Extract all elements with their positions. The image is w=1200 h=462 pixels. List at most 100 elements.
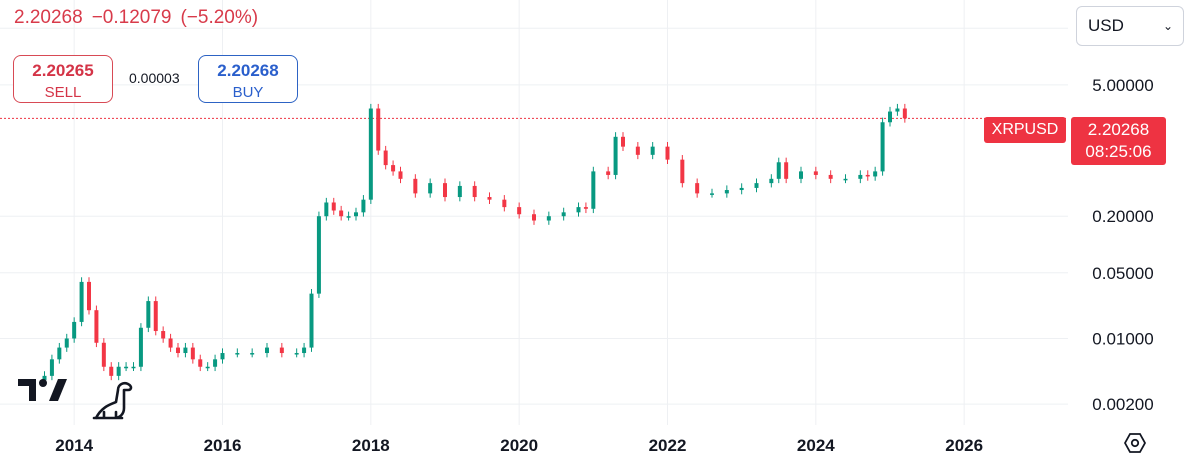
x-tick-label: 2014	[55, 436, 93, 455]
x-tick-label: 2016	[204, 436, 242, 455]
candle-body	[502, 199, 507, 208]
candle-body	[250, 353, 255, 355]
candle-body	[346, 216, 351, 218]
candle-body	[101, 342, 106, 367]
currency-value: USD	[1088, 16, 1124, 35]
candle	[858, 170, 863, 184]
candle-body	[49, 359, 54, 376]
candle	[324, 197, 329, 221]
candle	[517, 202, 522, 219]
symbol-price-tag: XRPUSD	[984, 117, 1066, 143]
candle-body	[265, 347, 269, 354]
candle	[116, 362, 121, 381]
candle	[606, 166, 611, 180]
spread-value: 0.00003	[129, 70, 180, 86]
candle	[739, 183, 744, 195]
candle	[487, 192, 492, 204]
candle	[250, 348, 255, 358]
candle	[368, 103, 373, 204]
candle-body	[302, 347, 307, 354]
buy-button[interactable]: 2.20268 BUY	[198, 55, 298, 103]
candle-body	[42, 375, 47, 381]
candle-body	[650, 146, 655, 155]
candle-body	[665, 146, 670, 160]
candle-body	[613, 136, 618, 175]
candle-body	[769, 178, 774, 184]
candle-body	[331, 202, 336, 211]
candle	[724, 185, 729, 198]
candle-body	[161, 331, 166, 339]
candle	[880, 117, 885, 176]
currency-dropdown[interactable]: USD ⌄	[1076, 6, 1184, 46]
candle	[376, 103, 381, 155]
candle	[443, 178, 447, 202]
candle-body	[57, 347, 62, 360]
candle	[391, 160, 396, 176]
candle	[902, 103, 907, 123]
candle-body	[79, 281, 84, 322]
x-axis: 2014 2016 2018 2020 2022 2024 2026	[55, 436, 983, 455]
candle-body	[368, 108, 373, 200]
y-axis: 20.000005.000000.200000.050000.010000.00…	[1088, 19, 1159, 414]
candle-body	[339, 210, 344, 217]
candle-body	[361, 199, 366, 213]
candle-body	[138, 327, 143, 367]
y-tick-label: 5.00000	[1092, 76, 1153, 95]
sell-button[interactable]: 2.20265 SELL	[13, 55, 113, 103]
candle-body	[183, 347, 188, 354]
candle-body	[880, 122, 885, 172]
tradingview-logo-icon	[18, 379, 67, 401]
candle	[873, 166, 878, 181]
candle-body	[784, 162, 789, 179]
candle	[64, 333, 69, 352]
candle	[583, 202, 588, 214]
candle	[205, 362, 210, 372]
candle-body	[198, 359, 203, 367]
candle	[895, 103, 900, 116]
candle-body	[583, 207, 588, 209]
x-tick-label: 2020	[500, 436, 538, 455]
candle	[302, 342, 307, 358]
candle	[710, 188, 714, 198]
candle-body	[828, 174, 833, 179]
candle	[190, 342, 195, 364]
candle-body	[487, 197, 492, 200]
candle	[695, 178, 700, 198]
candle	[339, 205, 344, 221]
candle-body	[517, 207, 522, 215]
y-tick-label: 0.00200	[1092, 395, 1153, 414]
candle-body	[64, 338, 69, 348]
candle	[650, 142, 655, 160]
y-tick-label: 0.05000	[1092, 264, 1153, 283]
candle-body	[109, 366, 114, 376]
candle	[428, 178, 433, 198]
candle-body	[153, 301, 158, 332]
x-tick-label: 2022	[649, 436, 687, 455]
candle-body	[443, 183, 447, 198]
candle-body	[376, 108, 381, 151]
candle	[398, 166, 403, 184]
candle	[621, 132, 625, 151]
candle	[57, 342, 62, 364]
candle-body	[398, 171, 403, 179]
candle	[161, 326, 166, 343]
y-tick-label: 0.20000	[1092, 207, 1153, 226]
candle	[168, 333, 173, 352]
candle-body	[724, 190, 729, 194]
candle-body	[813, 171, 818, 175]
sell-label: SELL	[44, 84, 82, 101]
price-change-percent: (−5.20%)	[180, 7, 259, 28]
candle	[87, 277, 91, 315]
candle-body	[324, 202, 329, 217]
settings-icon[interactable]	[1124, 432, 1146, 454]
candle	[888, 106, 892, 127]
candle	[843, 174, 848, 184]
candle-body	[205, 366, 210, 369]
candle-body	[176, 347, 180, 354]
x-tick-label: 2026	[945, 436, 983, 455]
candle	[79, 277, 84, 327]
candle-body	[606, 171, 611, 175]
candle	[153, 296, 158, 336]
candle	[502, 195, 507, 212]
